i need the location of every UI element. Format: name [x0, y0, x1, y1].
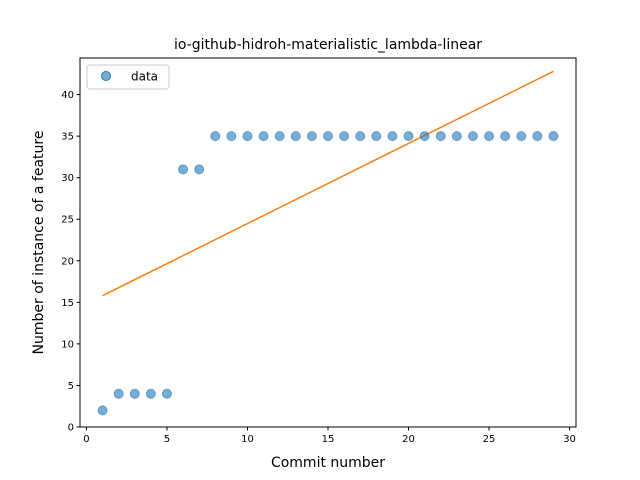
- data-point: [451, 131, 462, 142]
- y-tick-label: 20: [61, 256, 74, 267]
- data-point: [516, 131, 527, 142]
- data-point: [371, 131, 382, 142]
- data-point: [145, 388, 156, 399]
- chart-title: io-github-hidroh-materialistic_lambda-li…: [174, 37, 482, 53]
- y-tick-label: 40: [61, 90, 74, 101]
- data-point: [113, 388, 124, 399]
- plot-frame: [79, 57, 577, 428]
- data-point: [500, 131, 511, 142]
- y-tick-label: 25: [61, 215, 74, 226]
- data-point: [387, 131, 398, 142]
- y-tick-label: 35: [61, 132, 74, 143]
- data-point: [129, 388, 140, 399]
- data-point: [467, 131, 478, 142]
- data-point: [355, 131, 366, 142]
- y-tick-label: 5: [68, 381, 74, 392]
- legend-marker: [101, 71, 111, 81]
- x-tick-label: 10: [241, 434, 254, 445]
- data-point: [532, 131, 543, 142]
- y-tick-label: 15: [61, 298, 74, 309]
- x-tick-label: 30: [563, 434, 576, 445]
- data-point: [290, 131, 301, 142]
- x-tick-label: 15: [322, 434, 335, 445]
- y-axis-label: Number of instance of a feature: [31, 131, 47, 355]
- data-point: [419, 131, 430, 142]
- data-point: [226, 131, 237, 142]
- data-point: [339, 131, 350, 142]
- data-point: [258, 131, 269, 142]
- y-tick-label: 30: [61, 173, 74, 184]
- data-point: [97, 405, 108, 416]
- x-tick-label: 25: [483, 434, 496, 445]
- x-tick-label: 20: [402, 434, 415, 445]
- data-point: [194, 164, 205, 175]
- x-tick-label: 5: [164, 434, 170, 445]
- legend-box: [86, 64, 170, 90]
- data-point: [242, 131, 253, 142]
- legend: data: [86, 64, 170, 90]
- x-axis-label: Commit number: [271, 455, 385, 471]
- data-points: [97, 131, 559, 416]
- data-point: [161, 388, 172, 399]
- data-point: [178, 164, 189, 175]
- fit-line-layer: [102, 70, 554, 297]
- legend-label: data: [131, 70, 158, 84]
- y-tick-label: 0: [68, 423, 74, 434]
- data-point: [548, 131, 559, 142]
- data-point: [435, 131, 446, 142]
- data-point: [484, 131, 495, 142]
- data-point: [274, 131, 285, 142]
- y-tick-label: 10: [61, 339, 74, 350]
- x-tick-label: 0: [83, 434, 89, 445]
- fit-line: [102, 70, 554, 297]
- data-point: [306, 131, 317, 142]
- data-point: [403, 131, 414, 142]
- data-point: [210, 131, 221, 142]
- axis-ticks: 0 5 10 15 20 25 30 0 5 10 15 20 25 30 35 40: [61, 90, 576, 445]
- data-point: [323, 131, 333, 142]
